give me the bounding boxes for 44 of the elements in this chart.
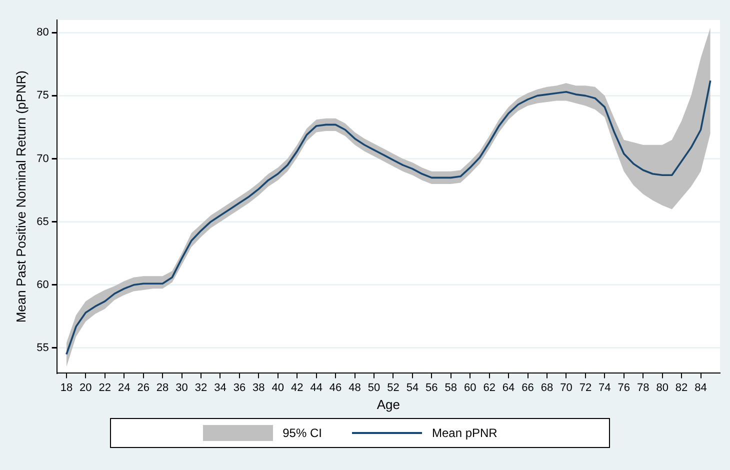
x-tick-label: 52	[387, 382, 400, 394]
x-tick-label: 78	[636, 382, 650, 394]
x-tick-label: 56	[426, 382, 438, 394]
x-tick-label: 80	[656, 382, 668, 394]
x-tick-label: 36	[233, 382, 246, 394]
x-tick-label: 50	[368, 382, 380, 394]
x-tick-label: 74	[598, 382, 611, 394]
x-tick-label: 54	[406, 382, 419, 394]
x-tick-label: 68	[540, 382, 554, 394]
x-tick-label: 26	[137, 382, 150, 394]
x-tick-label: 72	[579, 382, 592, 394]
x-tick-label: 58	[444, 382, 458, 394]
x-tick-label: 30	[176, 382, 188, 394]
x-tick-label: 24	[118, 382, 130, 394]
x-tick-label: 40	[272, 382, 284, 394]
y-tick-label: 60	[36, 278, 49, 291]
x-tick-label: 38	[252, 382, 265, 394]
text: Mean pPNR	[432, 426, 498, 440]
x-tick-label: 22	[98, 382, 112, 394]
text: 95% CI	[282, 426, 322, 440]
x-tick-label: 34	[214, 382, 226, 394]
x-tick-label: 48	[348, 382, 361, 394]
x-tick-label: 66	[522, 382, 534, 394]
x-tick-label: 18	[60, 382, 73, 394]
x-tick-label: 44	[310, 382, 322, 394]
x-tick-label: 42	[290, 382, 304, 394]
x-tick-label: 32	[194, 382, 208, 394]
x-axis-title: Age	[376, 396, 400, 412]
x-tick-label: 46	[329, 382, 342, 394]
y-tick-label: 75	[36, 90, 49, 102]
x-tick-label: 84	[694, 382, 707, 394]
x-tick-label: 28	[156, 382, 169, 394]
x-tick-label: 82	[675, 382, 688, 394]
x-tick-label: 76	[618, 382, 630, 394]
x-tick-label: 60	[464, 382, 476, 394]
y-axis-title: Mean Past Positive Nominal Return (pPNR)	[13, 70, 28, 323]
x-tick-label: 20	[80, 382, 92, 394]
y-tick-label: 70	[36, 152, 49, 165]
x-tick-label: 70	[560, 382, 572, 394]
x-tick-label: 64	[502, 382, 515, 394]
y-tick-label: 65	[36, 216, 49, 228]
x-tick-label: 62	[483, 382, 496, 394]
y-tick-label: 55	[36, 342, 49, 354]
y-tick-label: 80	[36, 26, 49, 39]
